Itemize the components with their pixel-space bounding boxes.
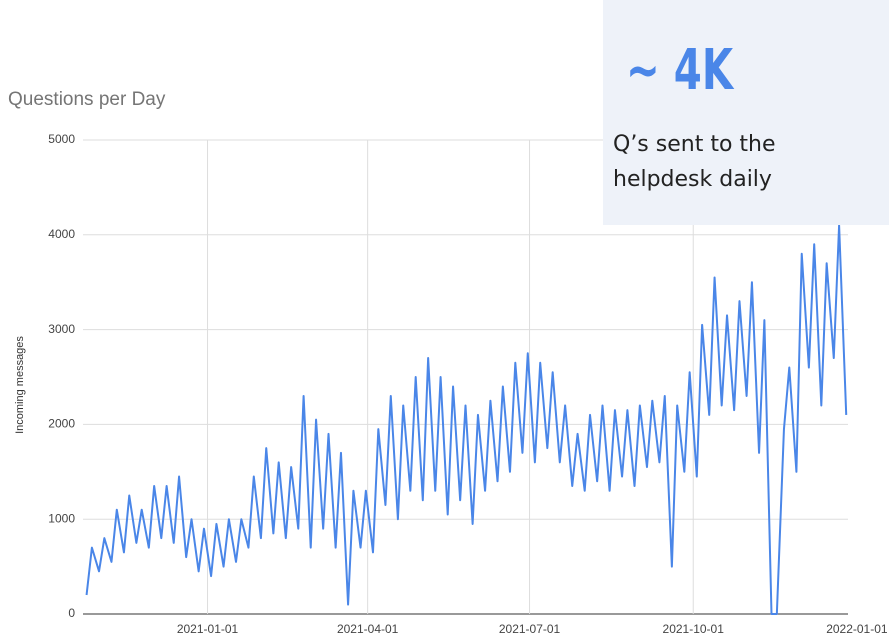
x-tick-label: 2021-01-01 <box>177 622 239 636</box>
y-tick-label: 1000 <box>48 511 75 525</box>
callout-box <box>603 0 889 225</box>
callout-text: helpdesk daily <box>613 167 772 192</box>
y-tick-label: 4000 <box>48 227 75 241</box>
y-tick-label: 2000 <box>48 417 75 431</box>
x-tick-label: 2021-10-01 <box>663 622 725 636</box>
x-tick-label: 2021-04-01 <box>337 622 399 636</box>
callout-headline: ~ 4K <box>626 37 735 102</box>
data-line <box>85 224 848 615</box>
chart-title: Questions per Day <box>8 89 166 110</box>
y-axis-label: Incoming messages <box>14 336 26 434</box>
y-tick-label: 0 <box>68 606 75 620</box>
x-tick-label: 2022-01-01 <box>826 622 888 636</box>
y-tick-label: 3000 <box>48 322 75 336</box>
callout-text: Q’s sent to the <box>613 132 776 157</box>
y-tick-label: 5000 <box>48 132 75 146</box>
x-tick-label: 2021-07-01 <box>499 622 561 636</box>
